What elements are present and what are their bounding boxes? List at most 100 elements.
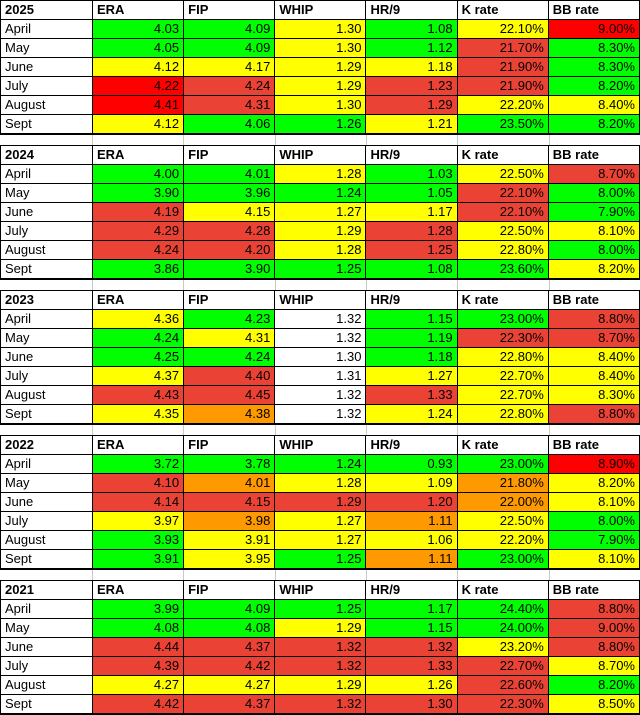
cell-2021-june-bb-rate[interactable]: 8.80% (547, 637, 640, 657)
cell-2023-sept-whip[interactable]: 1.32 (274, 404, 367, 425)
cell-2025-july-era[interactable]: 4.22 (91, 76, 185, 96)
cell-2025-july-whip[interactable]: 1.29 (274, 76, 367, 96)
cell-2022-august-whip[interactable]: 1.27 (274, 530, 367, 550)
cell-2025-august-fip[interactable]: 4.31 (183, 95, 276, 115)
row-label-august[interactable]: August (0, 95, 93, 115)
cell-2025-sept-k-rate[interactable]: 23.50% (456, 114, 549, 135)
row-label-july[interactable]: July (0, 656, 93, 676)
cell-2024-july-k-rate[interactable]: 22.50% (456, 221, 549, 241)
column-header-fip[interactable]: FIP (183, 145, 276, 165)
year-header-2021[interactable]: 2021 (0, 580, 93, 600)
cell-2022-august-k-rate[interactable]: 22.20% (456, 530, 549, 550)
cell-2024-april-bb-rate[interactable]: 8.70% (547, 164, 640, 184)
cell-2021-april-fip[interactable]: 4.09 (183, 599, 276, 619)
cell-2021-july-whip[interactable]: 1.32 (274, 656, 367, 676)
cell-2024-april-era[interactable]: 4.00 (91, 164, 185, 184)
cell-2021-july-bb-rate[interactable]: 8.70% (547, 656, 640, 676)
cell-2023-july-k-rate[interactable]: 22.70% (456, 366, 549, 386)
column-header-whip[interactable]: WHIP (274, 145, 367, 165)
cell-2025-april-hr-9[interactable]: 1.08 (365, 19, 458, 39)
cell-2023-april-whip[interactable]: 1.32 (274, 309, 367, 329)
cell-2025-may-hr-9[interactable]: 1.12 (365, 38, 458, 58)
cell-2022-may-whip[interactable]: 1.28 (274, 473, 367, 493)
column-header-fip[interactable]: FIP (183, 580, 276, 600)
cell-2024-june-whip[interactable]: 1.27 (274, 202, 367, 222)
cell-2023-april-bb-rate[interactable]: 8.80% (547, 309, 640, 329)
row-label-sept[interactable]: Sept (0, 259, 93, 280)
cell-2022-may-bb-rate[interactable]: 8.20% (547, 473, 640, 493)
cell-2021-august-bb-rate[interactable]: 8.20% (547, 675, 640, 695)
row-label-june[interactable]: June (0, 637, 93, 657)
cell-2021-may-bb-rate[interactable]: 9.00% (547, 618, 640, 638)
cell-2025-june-fip[interactable]: 4.17 (183, 57, 276, 77)
column-header-k-rate[interactable]: K rate (456, 290, 549, 310)
column-header-hr-9[interactable]: HR/9 (365, 0, 458, 20)
cell-2021-august-fip[interactable]: 4.27 (183, 675, 276, 695)
cell-2023-april-fip[interactable]: 4.23 (183, 309, 276, 329)
cell-2021-july-k-rate[interactable]: 22.70% (456, 656, 549, 676)
cell-2024-may-whip[interactable]: 1.24 (274, 183, 367, 203)
cell-2025-april-era[interactable]: 4.03 (91, 19, 185, 39)
cell-2025-sept-hr-9[interactable]: 1.21 (365, 114, 458, 135)
row-label-may[interactable]: May (0, 328, 93, 348)
cell-2025-april-whip[interactable]: 1.30 (274, 19, 367, 39)
column-header-k-rate[interactable]: K rate (456, 145, 549, 165)
row-label-april[interactable]: April (0, 454, 93, 474)
cell-2022-april-hr-9[interactable]: 0.93 (365, 454, 458, 474)
column-header-bb-rate[interactable]: BB rate (547, 580, 640, 600)
cell-2021-august-hr-9[interactable]: 1.26 (365, 675, 458, 695)
cell-2022-sept-whip[interactable]: 1.25 (274, 549, 367, 570)
cell-2023-sept-k-rate[interactable]: 22.80% (456, 404, 549, 425)
cell-2024-sept-k-rate[interactable]: 23.60% (456, 259, 549, 280)
cell-2022-july-bb-rate[interactable]: 8.00% (547, 511, 640, 531)
cell-2023-july-bb-rate[interactable]: 8.40% (547, 366, 640, 386)
cell-2025-sept-bb-rate[interactable]: 8.20% (547, 114, 640, 135)
cell-2023-may-fip[interactable]: 4.31 (183, 328, 276, 348)
cell-2022-july-whip[interactable]: 1.27 (274, 511, 367, 531)
cell-2024-june-fip[interactable]: 4.15 (183, 202, 276, 222)
cell-2022-may-fip[interactable]: 4.01 (183, 473, 276, 493)
row-label-july[interactable]: July (0, 76, 93, 96)
row-label-april[interactable]: April (0, 164, 93, 184)
cell-2023-may-hr-9[interactable]: 1.19 (365, 328, 458, 348)
cell-2025-july-fip[interactable]: 4.24 (183, 76, 276, 96)
cell-2023-april-era[interactable]: 4.36 (91, 309, 185, 329)
cell-2024-august-bb-rate[interactable]: 8.00% (547, 240, 640, 260)
cell-2023-may-k-rate[interactable]: 22.30% (456, 328, 549, 348)
column-header-whip[interactable]: WHIP (274, 580, 367, 600)
cell-2022-june-whip[interactable]: 1.29 (274, 492, 367, 512)
cell-2022-july-era[interactable]: 3.97 (91, 511, 185, 531)
cell-2022-june-hr-9[interactable]: 1.20 (365, 492, 458, 512)
cell-2022-june-k-rate[interactable]: 22.00% (456, 492, 549, 512)
row-label-august[interactable]: August (0, 675, 93, 695)
row-label-june[interactable]: June (0, 492, 93, 512)
cell-2023-august-hr-9[interactable]: 1.33 (365, 385, 458, 405)
cell-2024-april-hr-9[interactable]: 1.03 (365, 164, 458, 184)
column-header-bb-rate[interactable]: BB rate (547, 0, 640, 20)
cell-2023-april-k-rate[interactable]: 23.00% (456, 309, 549, 329)
row-label-april[interactable]: April (0, 599, 93, 619)
column-header-k-rate[interactable]: K rate (456, 580, 549, 600)
cell-2022-april-k-rate[interactable]: 23.00% (456, 454, 549, 474)
cell-2022-may-era[interactable]: 4.10 (91, 473, 185, 493)
cell-2023-july-whip[interactable]: 1.31 (274, 366, 367, 386)
cell-2021-june-hr-9[interactable]: 1.32 (365, 637, 458, 657)
cell-2023-may-bb-rate[interactable]: 8.70% (547, 328, 640, 348)
cell-2023-june-k-rate[interactable]: 22.80% (456, 347, 549, 367)
column-header-whip[interactable]: WHIP (274, 435, 367, 455)
cell-2022-april-bb-rate[interactable]: 8.90% (547, 454, 640, 474)
cell-2022-sept-fip[interactable]: 3.95 (183, 549, 276, 570)
cell-2024-may-hr-9[interactable]: 1.05 (365, 183, 458, 203)
cell-2023-sept-era[interactable]: 4.35 (91, 404, 185, 425)
cell-2024-june-era[interactable]: 4.19 (91, 202, 185, 222)
cell-2024-may-fip[interactable]: 3.96 (183, 183, 276, 203)
column-header-fip[interactable]: FIP (183, 0, 276, 20)
cell-2021-april-hr-9[interactable]: 1.17 (365, 599, 458, 619)
cell-2021-june-fip[interactable]: 4.37 (183, 637, 276, 657)
cell-2021-april-bb-rate[interactable]: 8.80% (547, 599, 640, 619)
cell-2021-may-whip[interactable]: 1.29 (274, 618, 367, 638)
cell-2025-may-fip[interactable]: 4.09 (183, 38, 276, 58)
cell-2021-june-whip[interactable]: 1.32 (274, 637, 367, 657)
cell-2025-august-whip[interactable]: 1.30 (274, 95, 367, 115)
cell-2025-may-bb-rate[interactable]: 8.30% (547, 38, 640, 58)
